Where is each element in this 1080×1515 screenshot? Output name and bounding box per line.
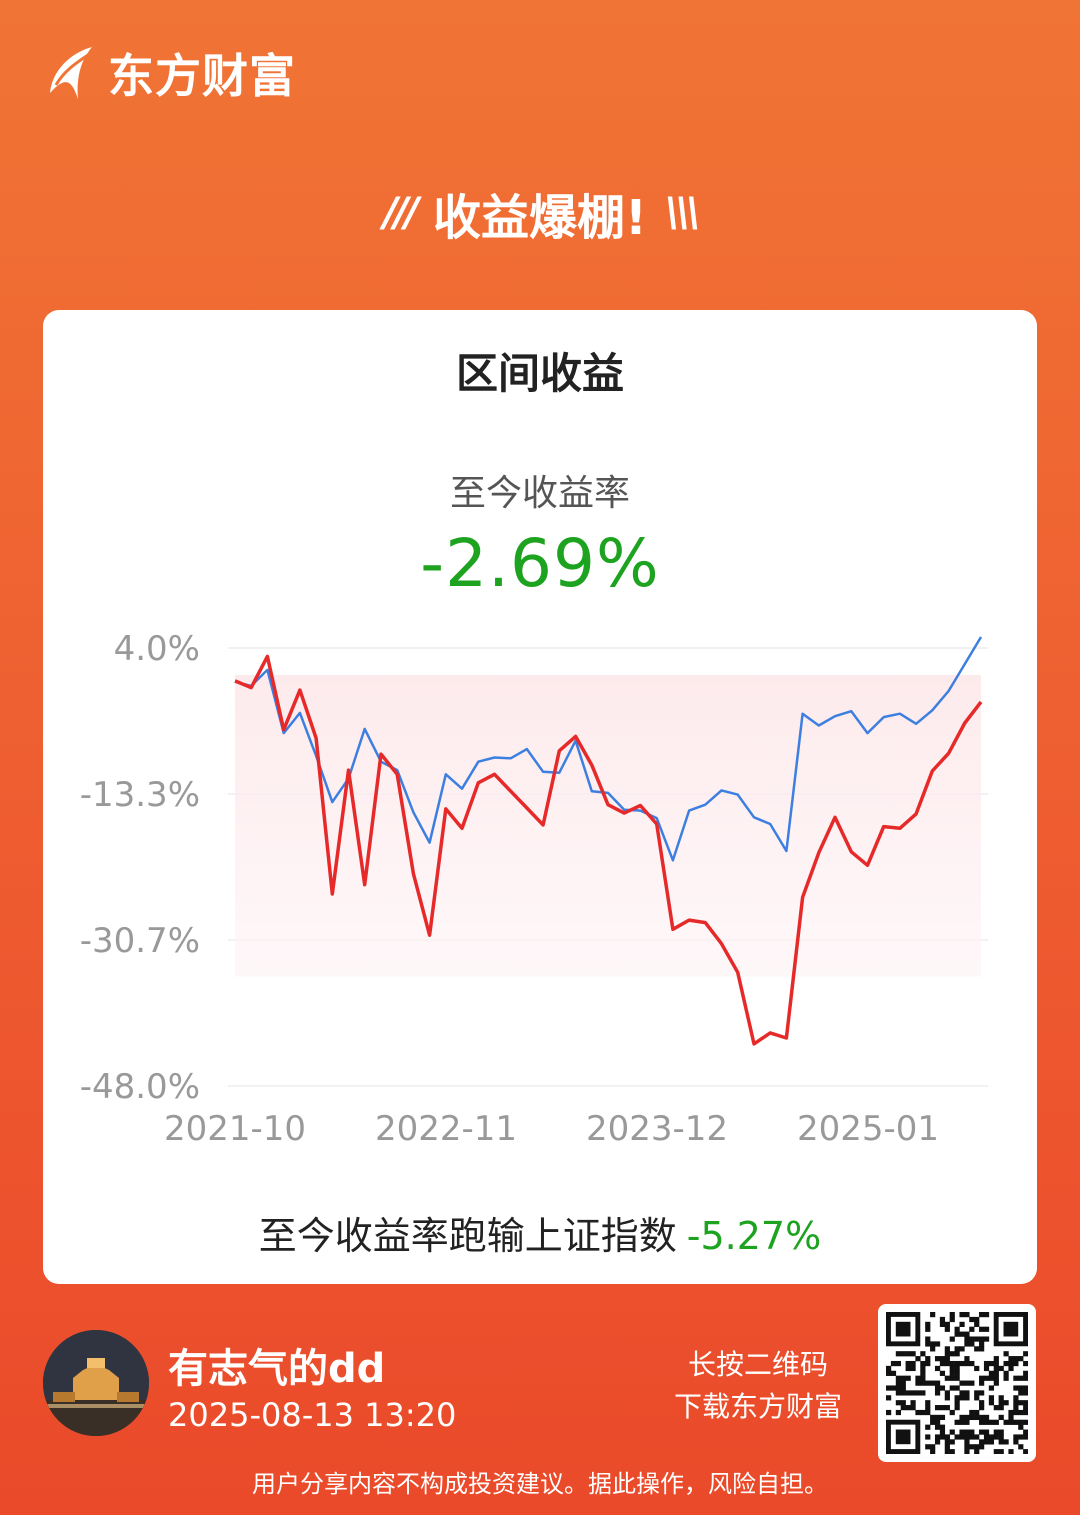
y-tick-label: 4.0%: [114, 629, 200, 669]
disclaimer: 用户分享内容不构成投资建议。据此操作，风险自担。: [252, 1470, 828, 1498]
brand-logo: 东方财富: [42, 40, 296, 106]
card-title: 区间收益: [455, 349, 624, 398]
y-tick-label: -13.3%: [80, 775, 200, 815]
qr-hint: 长按二维码 下载东方财富: [660, 1344, 856, 1428]
headline-left-deco: ///: [383, 190, 419, 236]
area-band: [235, 674, 981, 977]
brand-name: 东方财富: [108, 49, 296, 103]
share-time: 2025-08-13 13:20: [168, 1396, 457, 1434]
benchmark-compare-value: -5.27%: [686, 1214, 822, 1258]
portfolio-line: [234, 654, 983, 1046]
benchmark-compare: 至今收益率跑输上证指数 -5.27%: [0, 1205, 1080, 1260]
x-tick-label: 2023-12: [586, 1109, 728, 1149]
return-rate-value: -2.69%: [420, 525, 660, 602]
headline: /// 收益爆棚! \\\: [0, 178, 1080, 248]
return-rate-label: 至今收益率: [449, 473, 630, 514]
avatar[interactable]: [43, 1330, 149, 1436]
y-tick-label: -48.0%: [80, 1067, 200, 1107]
headline-right-deco: \\\: [664, 190, 701, 236]
x-tick-label: 2025-01: [797, 1109, 939, 1149]
qr-code[interactable]: [878, 1304, 1036, 1462]
brand-leaf-icon: [50, 47, 92, 99]
user-name: 有志气的dd: [168, 1346, 386, 1392]
headline-text: 收益爆棚!: [433, 190, 647, 246]
x-tick-label: 2021-10: [164, 1109, 306, 1149]
qr-hint-line2: 下载东方财富: [673, 1390, 842, 1423]
qr-hint-line1: 长按二维码: [687, 1348, 828, 1381]
qr-code-image: [886, 1312, 1028, 1454]
benchmark-compare-text: 至今收益率跑输上证指数: [258, 1214, 677, 1258]
benchmark-line: [234, 636, 983, 862]
x-tick-label: 2022-11: [375, 1109, 517, 1149]
y-tick-label: -30.7%: [80, 921, 200, 961]
